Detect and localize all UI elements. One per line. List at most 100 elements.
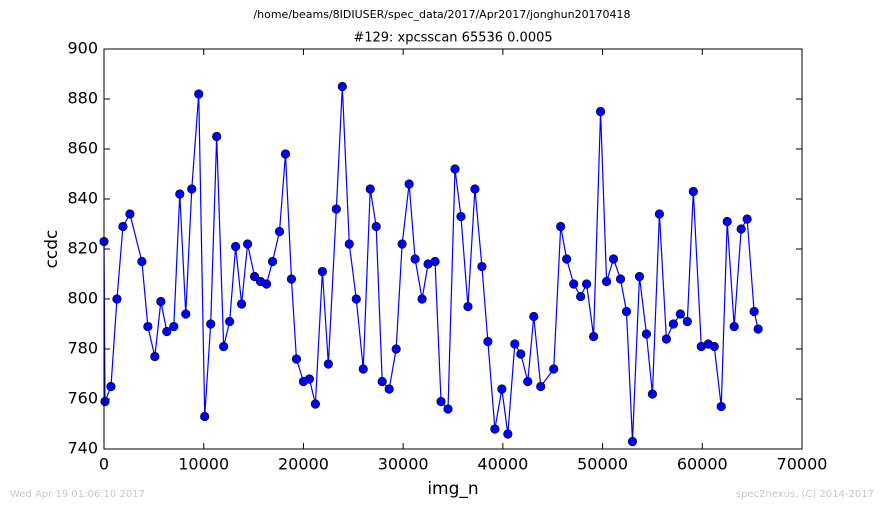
footnote: Wed Apr 19 01:06:10 2017: [10, 489, 145, 500]
data-point: [304, 374, 315, 384]
data-point: [456, 211, 466, 222]
data-point: [503, 429, 513, 439]
y-tick-label: 740: [67, 439, 98, 458]
y-tick-label: 820: [67, 239, 98, 258]
data-point: [391, 344, 401, 354]
data-point: [621, 306, 632, 317]
chart-title: #129: xpcsscan 65536 0.0005: [353, 31, 552, 46]
data-point: [497, 384, 507, 394]
data-point: [261, 279, 272, 289]
data-point: [358, 364, 368, 374]
data-point: [654, 209, 665, 219]
data-point: [112, 294, 122, 304]
data-point: [675, 309, 685, 319]
data-point: [231, 241, 241, 252]
data-point: [490, 424, 500, 434]
data-point: [156, 296, 166, 307]
data-point: [225, 316, 235, 327]
x-axis-label: img_n: [427, 479, 478, 499]
data-point: [143, 321, 153, 332]
x-tick-label: 60000: [677, 455, 728, 474]
data-point: [280, 149, 291, 159]
data-point: [470, 184, 480, 194]
data-point: [351, 294, 361, 304]
data-point: [576, 291, 586, 302]
data-point: [729, 321, 739, 332]
data-point: [661, 334, 671, 344]
data-point: [483, 336, 493, 347]
data-point: [536, 381, 546, 392]
data-point: [688, 186, 698, 197]
data-point: [397, 239, 407, 249]
suptitle: /home/beams/8IDIUSER/spec_data/2017/Apr2…: [253, 8, 630, 21]
data-point: [162, 326, 172, 337]
x-tick-label: 70000: [777, 455, 828, 474]
data-point: [668, 319, 678, 329]
data-point: [556, 221, 566, 232]
data-point: [181, 309, 191, 319]
data-point: [274, 226, 285, 237]
data-point: [331, 204, 341, 214]
data-point: [716, 401, 726, 412]
x-tick-label: 30000: [378, 455, 429, 474]
data-point: [175, 189, 185, 199]
data-point: [206, 319, 216, 329]
data-point: [337, 81, 347, 92]
data-point: [212, 131, 222, 142]
data-point: [150, 351, 160, 362]
x-tick-label: 40000: [477, 455, 528, 474]
x-tick-label: 10000: [178, 455, 229, 474]
y-tick-label: 760: [67, 389, 98, 408]
data-point: [242, 239, 253, 249]
data-point: [562, 254, 572, 264]
data-point: [682, 316, 692, 327]
data-point: [627, 436, 638, 447]
data-point: [118, 221, 128, 232]
data-point: [344, 239, 354, 249]
y-tick-label: 800: [67, 289, 98, 308]
y-axis-label: ccdc: [42, 230, 62, 269]
data-point: [106, 381, 116, 392]
data-point: [722, 216, 732, 227]
data-point: [404, 179, 414, 189]
y-tick-label: 840: [67, 189, 98, 208]
data-point: [219, 341, 229, 352]
data-point: [365, 184, 375, 194]
data-point: [450, 164, 460, 174]
data-point: [291, 354, 302, 364]
data-point: [267, 256, 278, 267]
data-point: [601, 276, 612, 287]
x-tick-label: 50000: [577, 455, 628, 474]
data-point: [634, 271, 645, 282]
data-point: [477, 261, 487, 272]
data-point: [200, 411, 210, 422]
y-tick-label: 780: [67, 339, 98, 358]
data-point: [137, 256, 147, 267]
data-point: [709, 341, 719, 352]
x-tick-label: 20000: [278, 455, 329, 474]
data-point: [569, 279, 579, 289]
y-tick-label: 880: [67, 89, 98, 108]
data-point: [436, 396, 446, 407]
footnote: spec2nexus, (C) 2014-2017: [736, 489, 874, 500]
data-point: [742, 214, 752, 224]
y-tick-label: 900: [67, 39, 98, 58]
data-point: [608, 254, 619, 264]
y-tick-label: 860: [67, 139, 98, 158]
data-point: [736, 224, 746, 234]
data-point: [323, 359, 333, 369]
data-point: [523, 376, 533, 387]
data-point: [549, 364, 559, 374]
data-point: [588, 331, 599, 342]
data-point: [384, 384, 394, 394]
data-point: [249, 271, 260, 282]
data-point: [463, 301, 473, 312]
data-point: [417, 294, 427, 304]
data-point: [647, 389, 658, 399]
data-point: [430, 256, 440, 267]
plot-frame: [103, 48, 803, 450]
data-point: [595, 106, 606, 117]
data-point: [194, 89, 204, 99]
data-point: [410, 254, 420, 264]
